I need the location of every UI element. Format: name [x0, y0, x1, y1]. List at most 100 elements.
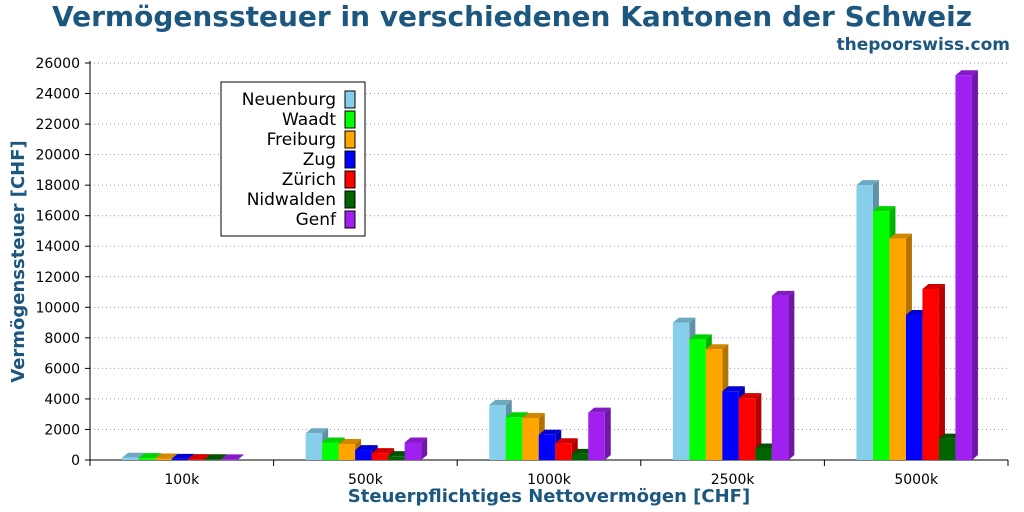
x-tick-labels: 100k 500k 1000k 2500k 5000k [164, 472, 939, 488]
bar-front [538, 434, 556, 460]
bar-top [221, 454, 244, 460]
bar-top [338, 438, 362, 444]
legend-item: Freiburg [267, 130, 356, 150]
bar-top [722, 386, 745, 392]
y-tick-label: 14000 [35, 239, 80, 255]
bar-front [188, 459, 205, 460]
bar-side [788, 290, 795, 460]
bar-top [322, 437, 345, 443]
y-tick-label: 6000 [44, 361, 80, 377]
bar-top [872, 206, 896, 212]
bar-front [738, 398, 756, 460]
x-tick-label: 100k [164, 472, 200, 488]
y-tick-label: 2000 [44, 422, 80, 438]
bar-front [371, 453, 389, 460]
legend-swatch [344, 150, 356, 169]
legend: NeuenburgWaadtFreiburgZugZürichNidwalden… [220, 81, 366, 237]
bar-side [755, 393, 762, 460]
y-tick-label: 16000 [35, 209, 80, 225]
y-tick-label: 22000 [35, 117, 80, 133]
legend-label: Zürich [282, 170, 336, 190]
bar-front [689, 339, 706, 460]
x-axis-label: Steuerpflichtiges Nettovermögen [CHF] [348, 486, 750, 507]
legend-item: Nidwalden [247, 190, 356, 210]
bar-front [155, 458, 172, 460]
bar-front [905, 314, 923, 460]
bar-front [522, 418, 539, 460]
bar-front [338, 443, 356, 460]
bar-front [138, 458, 156, 460]
bar-top [171, 453, 195, 459]
bar-front [922, 288, 939, 460]
bar-front [489, 405, 506, 460]
bar-top [489, 400, 512, 406]
bar-top [305, 428, 329, 434]
bar-front [672, 322, 690, 460]
legend-label: Nidwalden [247, 190, 336, 210]
bar-front [938, 438, 956, 460]
x-tick-label: 5000k [894, 472, 939, 488]
bar-top [555, 438, 578, 444]
legend-label: Waadt [282, 110, 336, 130]
y-tick-label: 8000 [44, 331, 80, 347]
legend-label: Genf [296, 210, 337, 230]
bar-top [955, 70, 978, 76]
x-tick-label: 1000k [527, 472, 572, 488]
y-tick-labels: 0 2000 4000 6000 8000 10000 12000 14000 16000 180… [35, 56, 80, 469]
legend-item: Genf [296, 210, 356, 230]
y-tick-label: 10000 [35, 300, 80, 316]
bar-front [722, 391, 739, 460]
bar-top [922, 283, 945, 289]
y-axis-label: Vermögenssteuer [CHF] [8, 140, 29, 383]
bar-top [122, 452, 145, 458]
bar-front [755, 448, 772, 460]
bar-front [588, 412, 605, 460]
bar-side [971, 70, 978, 460]
legend-item: Zürich [282, 170, 356, 190]
bar [338, 438, 362, 460]
bar-side [421, 437, 428, 460]
bar-front [889, 238, 906, 460]
x-tick-label: 500k [348, 472, 384, 488]
bar-top [404, 437, 428, 443]
bar [922, 283, 945, 460]
bar-front [122, 457, 139, 460]
bar-top [155, 453, 178, 459]
bar-top [538, 429, 562, 435]
bar-front [204, 459, 222, 460]
y-tick-label: 0 [71, 453, 80, 469]
bar-side [237, 454, 244, 460]
legend-item: Zug [303, 150, 356, 170]
legend-swatch [344, 110, 356, 129]
bar-front [955, 75, 972, 460]
site-name: thepoorswiss.com [836, 35, 1011, 55]
bar-front [221, 459, 238, 460]
legend-label: Freiburg [267, 130, 336, 150]
bar-top [738, 393, 762, 399]
bar-front [305, 433, 323, 460]
bar-top [188, 454, 211, 460]
legend-swatch [344, 90, 356, 109]
bar-top [505, 412, 529, 418]
bar-front [872, 211, 890, 460]
bar-front [171, 458, 189, 460]
y-tick-label: 4000 [44, 392, 80, 408]
bar-top [204, 454, 228, 460]
bar-top [522, 413, 545, 419]
legend-box [220, 81, 366, 237]
bar-top [889, 233, 912, 239]
legend-swatch [344, 190, 356, 209]
bar-top [588, 407, 611, 413]
bar-side [938, 283, 945, 460]
y-tick-label: 18000 [35, 178, 80, 194]
bar [588, 407, 611, 460]
legend-swatch [344, 210, 356, 229]
legend-swatch [344, 170, 356, 189]
x-tick-label: 2500k [711, 472, 756, 488]
bar [738, 393, 762, 460]
bar-front [505, 417, 523, 460]
y-tick-label: 12000 [35, 270, 80, 286]
bar-front [388, 456, 405, 460]
bars [122, 70, 978, 460]
